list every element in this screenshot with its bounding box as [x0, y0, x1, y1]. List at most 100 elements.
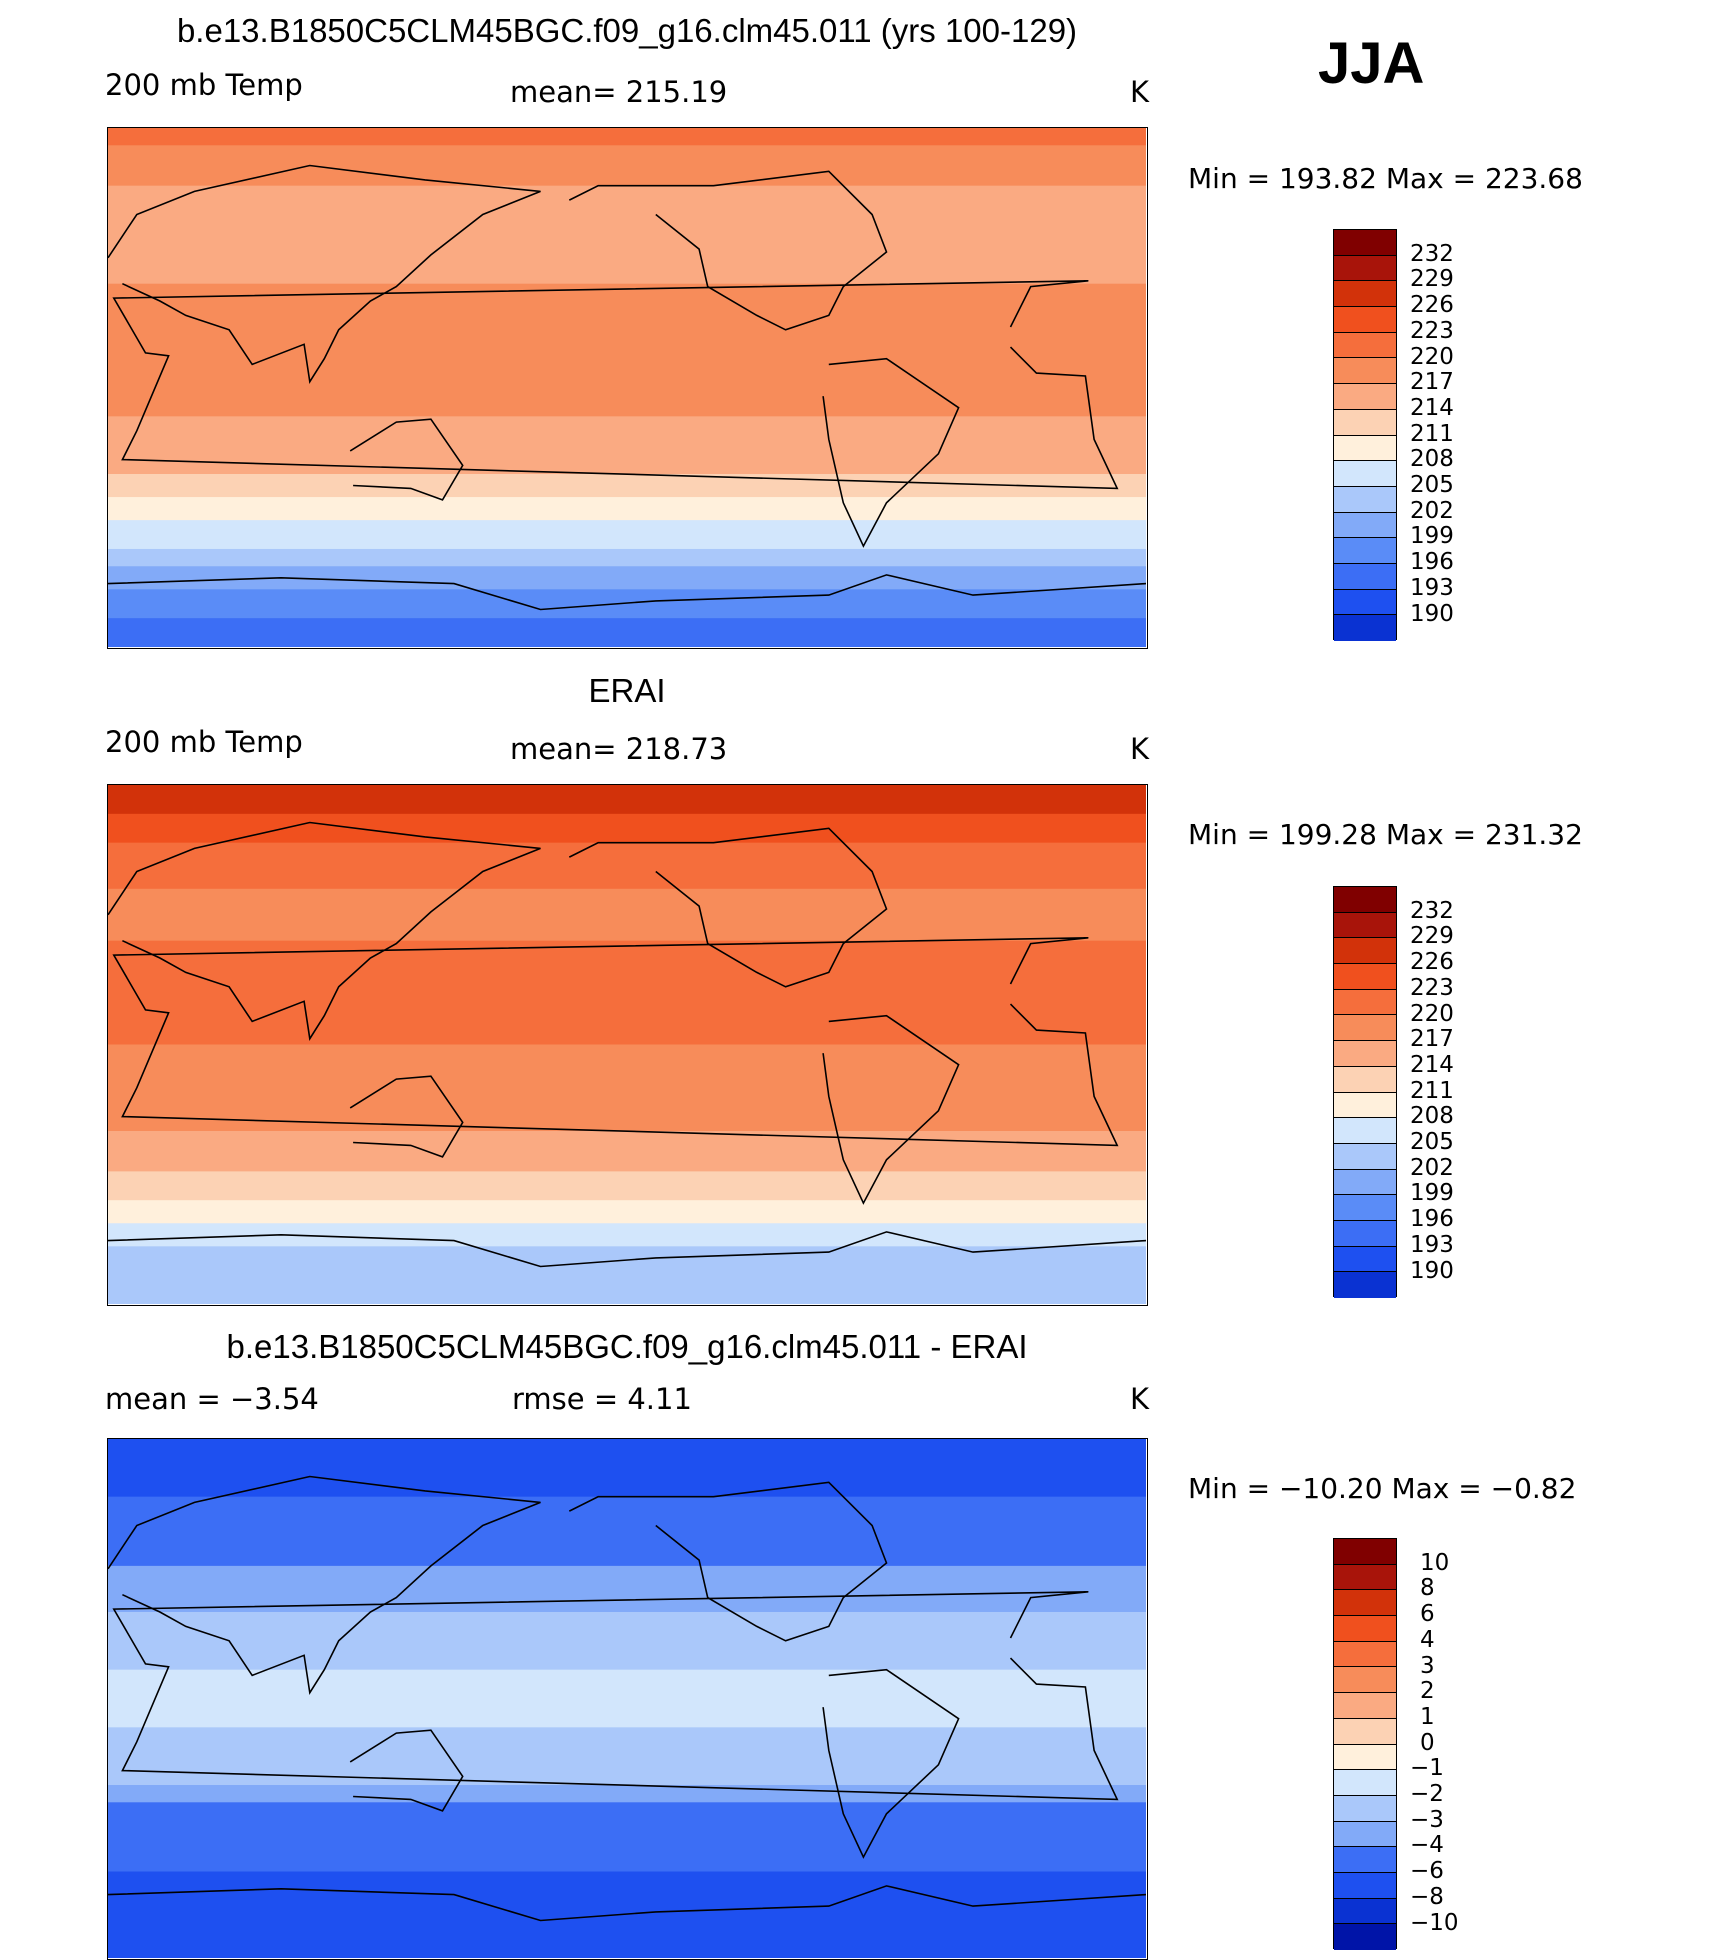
- contour-band: [108, 375, 1146, 383]
- contour-band: [108, 1583, 1146, 1590]
- contour-band: [108, 1594, 1146, 1602]
- contour-band: [108, 1502, 1146, 1509]
- contour-band: [108, 1767, 1146, 1775]
- contour-band: [108, 1658, 1146, 1665]
- colorbar-box: [1334, 1872, 1396, 1899]
- contour-band: [108, 1911, 1146, 1919]
- contour-band: [108, 1623, 1146, 1630]
- contour-band: [108, 422, 1146, 429]
- contour-band: [108, 1756, 1146, 1763]
- contour-band: [108, 352, 1146, 360]
- contour-band: [108, 842, 1146, 850]
- contour-band: [108, 497, 1146, 504]
- contour-band: [108, 468, 1146, 475]
- contour-band: [108, 1825, 1146, 1832]
- contour-band: [108, 813, 1146, 821]
- contour-band: [108, 796, 1146, 803]
- colorbar-box: [1334, 1246, 1396, 1273]
- contour-band: [108, 1004, 1146, 1011]
- contour-band: [108, 612, 1146, 619]
- contour-band: [108, 179, 1146, 187]
- contour-band: [108, 174, 1146, 181]
- contour-band: [108, 1263, 1146, 1270]
- colorbar-box: [1334, 255, 1396, 282]
- contour-band: [108, 491, 1146, 498]
- contour-band: [108, 1738, 1146, 1746]
- contour-band: [108, 1473, 1146, 1480]
- contour-band: [108, 1796, 1146, 1803]
- contour-band: [108, 168, 1146, 175]
- panel-2-contour-plot: [108, 785, 1146, 1304]
- contour-band: [108, 1177, 1146, 1184]
- contour-band: [108, 1894, 1146, 1901]
- coastline: [108, 1475, 541, 1695]
- contour-band: [108, 1750, 1146, 1757]
- contour-band: [108, 237, 1146, 244]
- contour-band: [108, 1802, 1146, 1809]
- contour-band: [108, 1490, 1146, 1498]
- contour-band: [108, 566, 1146, 573]
- contour-band: [108, 1439, 1146, 1446]
- colorbar-tick-label: −2: [1410, 1781, 1444, 1807]
- contour-band: [108, 981, 1146, 988]
- panel-1-map: [107, 127, 1148, 649]
- contour-band: [108, 859, 1146, 867]
- coastline: [568, 1481, 888, 1642]
- colorbar-tick-label: −1: [1410, 1755, 1444, 1782]
- contour-band: [108, 1269, 1146, 1276]
- colorbar-tick-label: 232: [1410, 240, 1454, 267]
- colorbar-tick-label: 217: [1410, 369, 1454, 396]
- coastline: [112, 280, 1119, 490]
- colorbar-tick-label: 226: [1410, 292, 1454, 319]
- coastline: [822, 357, 960, 548]
- contour-band: [108, 531, 1146, 539]
- contour-band: [108, 1009, 1146, 1017]
- contour-band: [108, 1240, 1146, 1247]
- contour-band: [108, 329, 1146, 337]
- colorbar-box: [1334, 1821, 1396, 1848]
- panel-2-variable-label: 200 mb Temp: [105, 725, 303, 759]
- contour-band: [108, 502, 1146, 510]
- contour-band: [108, 554, 1146, 562]
- contour-band: [108, 606, 1146, 613]
- coastline: [112, 937, 1119, 1147]
- colorbar-tick-label: 8: [1420, 1575, 1435, 1602]
- contour-band: [108, 1280, 1146, 1288]
- colorbar-box: [1334, 281, 1396, 308]
- contour-band: [108, 254, 1146, 262]
- colorbar-box: [1334, 1169, 1396, 1196]
- contour-band: [108, 595, 1146, 602]
- contour-band: [108, 514, 1146, 521]
- contour-band: [108, 934, 1146, 942]
- colorbar-tick-label: 220: [1410, 343, 1454, 370]
- colorbar-tick-label: 10: [1420, 1549, 1450, 1576]
- panel-2-mean-label: mean= 218.73: [510, 732, 728, 766]
- contour-band: [108, 1182, 1146, 1190]
- contour-band: [108, 1257, 1146, 1265]
- colorbar-tick-label: 190: [1410, 1257, 1454, 1284]
- panel-3-map: [107, 1438, 1148, 1960]
- contour-band: [108, 404, 1146, 412]
- contour-band: [108, 825, 1146, 832]
- colorbar-tick-label: 4: [1420, 1626, 1435, 1653]
- contour-band: [108, 306, 1146, 314]
- contour-band: [108, 906, 1146, 913]
- contour-band: [108, 917, 1146, 924]
- contour-band: [108, 1813, 1146, 1821]
- contour-band: [108, 439, 1146, 446]
- colorbar-tick-label: 205: [1410, 472, 1454, 498]
- colorbar-box: [1334, 938, 1396, 965]
- contour-band: [108, 1669, 1146, 1677]
- contour-band: [108, 623, 1146, 631]
- contour-band: [108, 1084, 1146, 1092]
- contour-band: [108, 1704, 1146, 1711]
- colorbar-tick-label: 223: [1410, 974, 1454, 1001]
- contour-band: [108, 911, 1146, 919]
- contour-band: [108, 1865, 1146, 1873]
- contour-band: [108, 128, 1146, 135]
- contour-band: [108, 952, 1146, 959]
- contour-band: [108, 1923, 1146, 1930]
- contour-band: [108, 560, 1146, 567]
- contour-band: [108, 191, 1146, 198]
- contour-band: [108, 1450, 1146, 1457]
